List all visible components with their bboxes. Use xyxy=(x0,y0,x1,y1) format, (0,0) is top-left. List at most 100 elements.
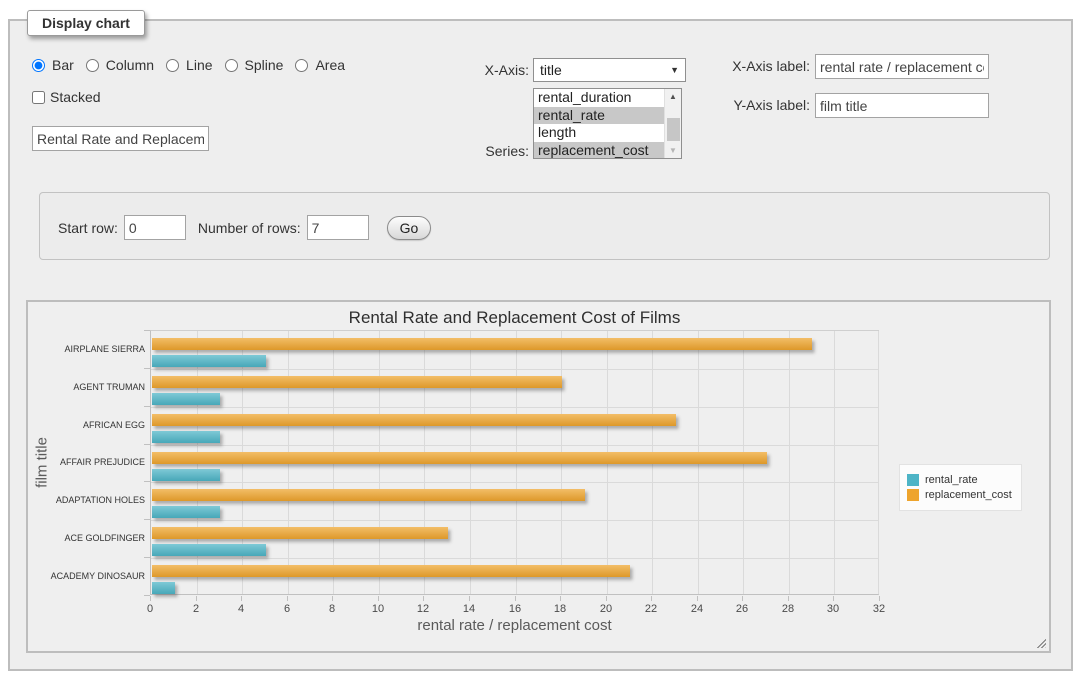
chart-legend: rental_rate replacement_cost xyxy=(899,464,1022,511)
scroll-down-icon[interactable]: ▼ xyxy=(665,143,681,158)
category-labels: AIRPLANE SIERRA AGENT TRUMAN AFRICAN EGG AF… xyxy=(28,330,145,595)
radio-bar-label[interactable]: Bar xyxy=(52,57,74,73)
x-axis-tick xyxy=(196,596,197,601)
series-option-length[interactable]: length xyxy=(534,124,665,142)
x-axis-label-caption: X-Axis label: xyxy=(710,58,810,74)
x-axis-tick-label: 0 xyxy=(135,603,165,615)
y-axis-label-input[interactable] xyxy=(815,93,989,118)
bar-rental_rate[interactable] xyxy=(152,431,220,443)
stacked-label[interactable]: Stacked xyxy=(50,89,101,105)
start-row-input[interactable] xyxy=(124,215,186,240)
series-option-rental-duration[interactable]: rental_duration xyxy=(534,89,665,107)
x-axis-tick xyxy=(515,596,516,601)
x-axis-select[interactable]: title ▼ xyxy=(533,58,686,82)
bar-replacement_cost[interactable] xyxy=(152,489,585,501)
x-axis-tick-label: 8 xyxy=(317,603,347,615)
bar-replacement_cost[interactable] xyxy=(152,565,630,577)
radio-bar[interactable] xyxy=(32,59,45,72)
legend-item-rental_rate[interactable]: rental_rate xyxy=(907,474,1012,486)
legend-label: replacement_cost xyxy=(925,489,1012,501)
radio-spline[interactable] xyxy=(225,59,238,72)
x-axis-tick-label: 4 xyxy=(226,603,256,615)
chart-title-input[interactable] xyxy=(32,126,209,151)
category-label: AFRICAN EGG xyxy=(28,419,145,431)
bar-rental_rate[interactable] xyxy=(152,506,220,518)
chart-container: Rental Rate and Replacement Cost of Film… xyxy=(26,300,1051,653)
x-axis-tick xyxy=(469,596,470,601)
legend-label: rental_rate xyxy=(925,474,978,486)
gridline-vertical xyxy=(789,331,790,594)
x-axis-tick-label: 16 xyxy=(500,603,530,615)
x-axis-title: rental rate / replacement cost xyxy=(150,617,879,634)
radio-column[interactable] xyxy=(86,59,99,72)
gridline-horizontal xyxy=(151,407,878,408)
x-axis-tick xyxy=(560,596,561,601)
x-axis-tick xyxy=(378,596,379,601)
bar-rental_rate[interactable] xyxy=(152,544,266,556)
x-axis-tick-label: 20 xyxy=(591,603,621,615)
x-axis-tick xyxy=(606,596,607,601)
category-label: ADAPTATION HOLES xyxy=(28,494,145,506)
gridline-horizontal xyxy=(151,369,878,370)
scroll-up-icon[interactable]: ▲ xyxy=(665,89,681,104)
x-axis-tick-label: 12 xyxy=(408,603,438,615)
bar-rental_rate[interactable] xyxy=(152,393,220,405)
x-axis-tick xyxy=(241,596,242,601)
category-label: AIRPLANE SIERRA xyxy=(28,343,145,355)
chart-title: Rental Rate and Replacement Cost of Film… xyxy=(150,308,879,328)
radio-column-label[interactable]: Column xyxy=(106,57,154,73)
x-axis-tick xyxy=(423,596,424,601)
x-axis-tick xyxy=(833,596,834,601)
series-option-replacement-cost[interactable]: replacement_cost xyxy=(534,142,665,159)
series-option-rental-rate[interactable]: rental_rate xyxy=(534,107,665,125)
x-axis-tick xyxy=(742,596,743,601)
resize-handle-icon[interactable] xyxy=(1035,637,1046,648)
x-axis-tick-label: 10 xyxy=(363,603,393,615)
gridline-vertical xyxy=(878,331,879,594)
category-label: ACE GOLDFINGER xyxy=(28,532,145,544)
scrollbar-thumb[interactable] xyxy=(667,118,680,141)
x-axis-tick-label: 24 xyxy=(682,603,712,615)
bar-rental_rate[interactable] xyxy=(152,355,266,367)
bar-replacement_cost[interactable] xyxy=(152,527,448,539)
legend-swatch-rental_rate xyxy=(907,474,919,486)
series-list-label: Series: xyxy=(430,143,529,159)
bar-rental_rate[interactable] xyxy=(152,469,220,481)
x-axis-tick xyxy=(788,596,789,601)
x-axis-tick-label: 32 xyxy=(864,603,894,615)
stacked-checkbox[interactable] xyxy=(32,91,45,104)
x-axis-tick-label: 2 xyxy=(181,603,211,615)
gridline-horizontal xyxy=(151,520,878,521)
radio-spline-label[interactable]: Spline xyxy=(245,57,284,73)
x-axis-tick-label: 28 xyxy=(773,603,803,615)
plot-area xyxy=(150,330,879,595)
row-range-panel: Start row: Number of rows: Go xyxy=(39,192,1050,260)
bar-replacement_cost[interactable] xyxy=(152,452,767,464)
bar-replacement_cost[interactable] xyxy=(152,414,676,426)
category-label: AFFAIR PREJUDICE xyxy=(28,456,145,468)
bar-rental_rate[interactable] xyxy=(152,582,175,594)
x-axis-tick-label: 6 xyxy=(272,603,302,615)
bar-replacement_cost[interactable] xyxy=(152,338,812,350)
x-axis-selected-value: title xyxy=(540,62,562,78)
legend-item-replacement_cost[interactable]: replacement_cost xyxy=(907,489,1012,501)
x-axis-tick-label: 26 xyxy=(727,603,757,615)
bar-replacement_cost[interactable] xyxy=(152,376,562,388)
radio-area[interactable] xyxy=(295,59,308,72)
radio-line-label[interactable]: Line xyxy=(186,57,212,73)
x-axis-select-label: X-Axis: xyxy=(430,62,529,78)
radio-line[interactable] xyxy=(166,59,179,72)
go-button[interactable]: Go xyxy=(387,216,432,240)
series-multiselect[interactable]: rental_duration rental_rate length repla… xyxy=(533,88,682,159)
chart-type-radio-group: Bar Column Line Spline Area xyxy=(32,57,353,73)
series-list-scrollbar[interactable]: ▲ ▼ xyxy=(664,89,681,158)
radio-area-label[interactable]: Area xyxy=(315,57,345,73)
stacked-row: Stacked xyxy=(32,89,101,105)
gridline-horizontal xyxy=(151,482,878,483)
category-label: AGENT TRUMAN xyxy=(28,381,145,393)
x-axis-label-input[interactable] xyxy=(815,54,989,79)
x-axis-tick xyxy=(150,596,151,601)
gridline-horizontal xyxy=(151,558,878,559)
number-of-rows-input[interactable] xyxy=(307,215,369,240)
panel-legend-display-chart: Display chart xyxy=(27,10,145,36)
